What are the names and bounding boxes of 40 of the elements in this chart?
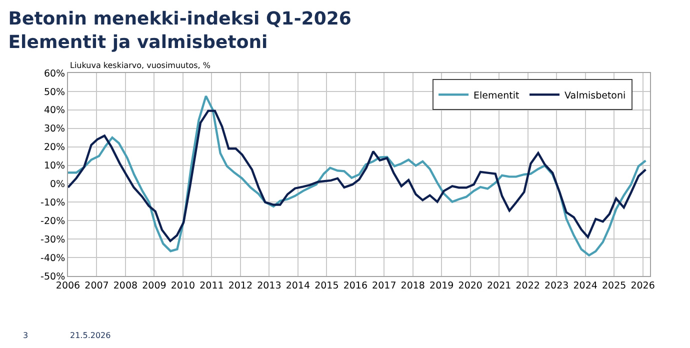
y-tick-label: 10% [44,160,66,172]
y-tick-label: 20% [44,142,66,154]
y-tick-label: 60% [44,68,66,80]
x-tick-label: 2017 [372,280,396,292]
x-tick-label: 2014 [286,280,310,292]
text: 21.5.2026 [70,331,111,340]
y-tick-label: 0% [50,179,66,190]
x-tick-label: 2013 [257,280,282,292]
x-tick-label: 2009 [142,280,166,292]
legend-label: Elementit [474,90,520,102]
y-tick-label: 30% [44,124,66,135]
x-tick-label: 2007 [84,280,109,292]
x-tick-label: 2026 [630,280,655,292]
chart-title: Betonin menekki-indeksi Q1-2026 Elementit ja valmisbetoni [8,8,352,53]
y-tick-label: -10% [40,198,66,209]
y-tick-label: -30% [40,234,66,246]
x-tick-label: 2024 [573,280,598,292]
x-tick-label: 2020 [458,280,482,292]
x-tick-label: 2018 [400,280,425,292]
x-tick-label: 2006 [56,280,80,292]
legend-label: Valmisbetoni [564,90,626,102]
y-tick-label: -40% [40,252,66,264]
x-tick-label: 2025 [602,280,626,292]
x-tick-label: 2021 [487,280,512,292]
x-tick-label: 2015 [314,280,339,292]
x-tick-label: 2023 [544,280,569,292]
x-tick-label: 2010 [170,280,196,292]
x-tick-label: 2019 [430,280,454,292]
x-tick-label: 2012 [228,280,253,292]
y-axis-title: Liukuva keskiarvo, vuosimuutos, % [70,61,211,70]
line-series [68,110,647,242]
x-tick-label: 2022 [516,280,540,292]
y-tick-label: -20% [40,216,66,227]
y-tick-label: -50% [40,271,66,282]
text: 3 [23,331,28,340]
x-tick-label: 2011 [200,280,224,292]
x-tick-label: 2008 [113,280,138,292]
x-tick-label: 2016 [343,280,368,292]
y-tick-label: 50% [44,86,66,98]
y-tick-label: 40% [44,105,66,116]
